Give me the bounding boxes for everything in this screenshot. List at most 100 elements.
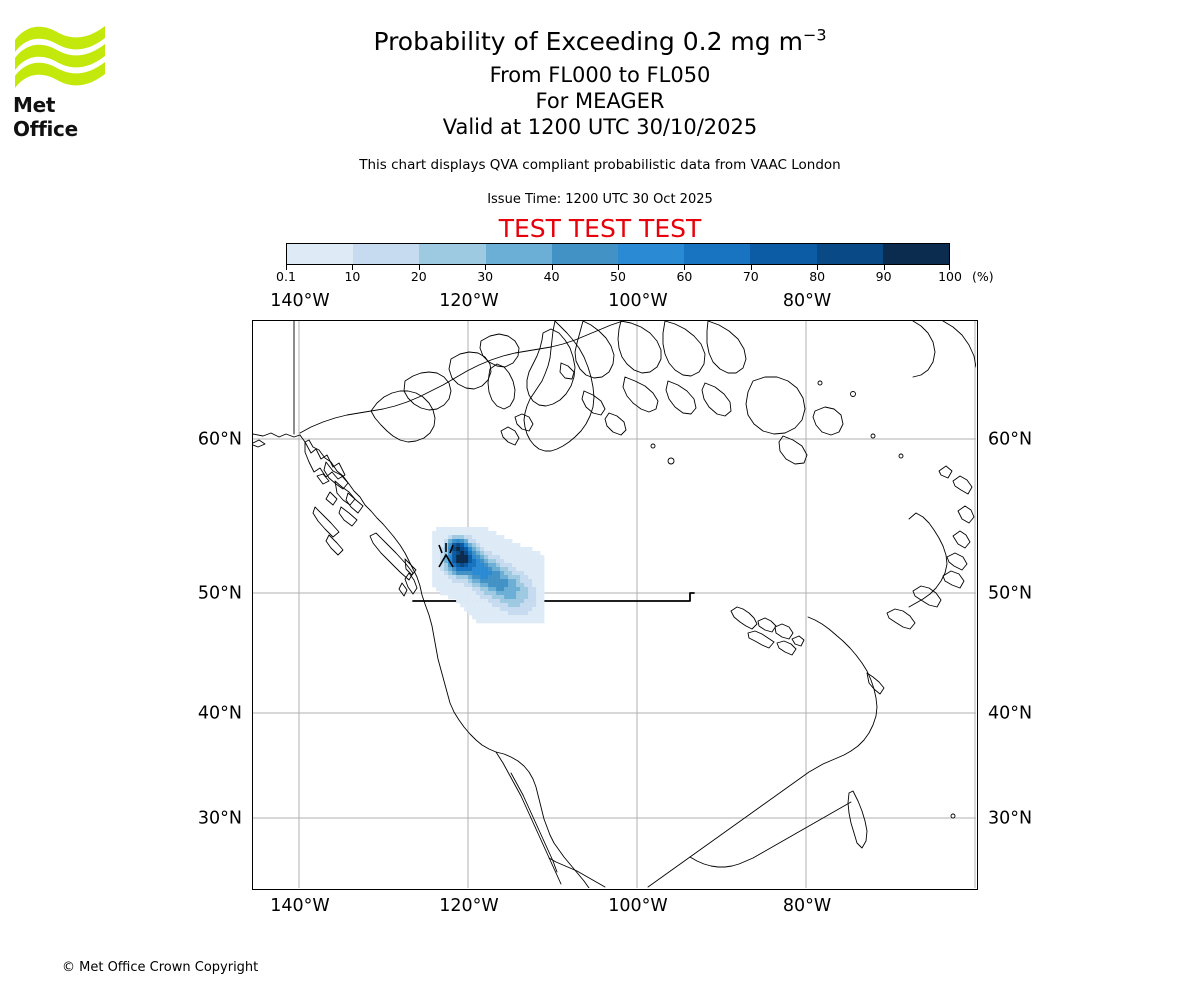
- valid-time-subtitle: Valid at 1200 UTC 30/10/2025: [442, 115, 758, 139]
- plume-cell: [460, 579, 465, 584]
- plume-cell: [448, 595, 453, 600]
- plume-cell: [524, 555, 529, 560]
- plume-cell: [480, 595, 485, 600]
- plume-cell: [452, 575, 457, 580]
- plume-cell: [464, 531, 469, 536]
- issue-time-text: Issue Time: 1200 UTC 30 Oct 2025: [487, 192, 713, 207]
- plume-cell: [452, 559, 457, 564]
- plume-cell: [480, 599, 485, 604]
- plume-cell: [496, 607, 501, 612]
- plume-cell: [500, 575, 505, 580]
- colorbar-tick-label-50: 50: [610, 269, 626, 284]
- plume-cell: [488, 583, 493, 588]
- lat-label-right-50N: 50°N: [988, 583, 1033, 604]
- colorbar-tick-label-80: 80: [809, 269, 826, 284]
- plume-cell: [516, 543, 521, 548]
- plume-cell: [452, 535, 457, 540]
- plume-cell: [492, 611, 497, 616]
- plume-cell: [540, 603, 545, 608]
- plume-cell: [472, 579, 477, 584]
- plume-cell: [440, 555, 445, 560]
- plume-cell: [488, 603, 493, 608]
- map-plot-area[interactable]: [252, 320, 978, 890]
- plume-cell: [520, 583, 525, 588]
- plume-cell: [452, 547, 457, 552]
- plume-cell: [508, 611, 513, 616]
- plume-cell: [468, 539, 473, 544]
- probability-colorbar: 0.1 10 20 30 40 50 60 70 80 90 100: [276, 243, 962, 284]
- plume-cell: [524, 603, 529, 608]
- plume-cell: [488, 539, 493, 544]
- plume-cell: [456, 583, 461, 588]
- plume-cell: [432, 555, 437, 560]
- plume-cell: [500, 543, 505, 548]
- plume-cell: [496, 619, 501, 624]
- plume-cell: [520, 587, 525, 592]
- plume-cell: [504, 539, 509, 544]
- plume-cell: [440, 583, 445, 588]
- plume-cell: [444, 579, 449, 584]
- plume-cell: [500, 539, 505, 544]
- plume-cell: [536, 611, 541, 616]
- plume-cell: [448, 547, 453, 552]
- plume-cell: [508, 579, 513, 584]
- plume-cell: [460, 531, 465, 536]
- plume-cell: [448, 587, 453, 592]
- colorbar-tick-labels: 0.1 10 20 30 40 50 60 70 80 90 100: [276, 269, 962, 285]
- plume-cell: [460, 527, 465, 532]
- plume-cell: [492, 579, 497, 584]
- plume-cell: [500, 559, 505, 564]
- plume-cell: [464, 535, 469, 540]
- plume-cell: [448, 579, 453, 584]
- plume-cell: [480, 563, 485, 568]
- plume-cell: [536, 563, 541, 568]
- plume-cell: [524, 563, 529, 568]
- plume-cell: [464, 587, 469, 592]
- plume-cell: [528, 611, 533, 616]
- plume-cell: [504, 563, 509, 568]
- plume-cell: [488, 587, 493, 592]
- plume-cell: [532, 603, 537, 608]
- plume-cell: [504, 603, 509, 608]
- plume-cell: [488, 555, 493, 560]
- plume-cell: [480, 583, 485, 588]
- plume-cell: [504, 571, 509, 576]
- colorbar-tick-label-40: 40: [543, 269, 560, 284]
- plume-cell: [460, 591, 465, 596]
- plume-cell: [488, 599, 493, 604]
- plume-cell: [488, 567, 493, 572]
- plume-cell: [468, 547, 473, 552]
- plume-cell: [432, 543, 437, 548]
- plume-cell: [516, 559, 521, 564]
- plume-cell: [520, 567, 525, 572]
- plume-cell: [460, 571, 465, 576]
- plume-cell: [456, 547, 461, 552]
- plume-cell: [492, 599, 497, 604]
- plume-cell: [484, 527, 489, 532]
- plume-cell: [464, 595, 469, 600]
- plume-cell: [492, 595, 497, 600]
- colorbar-tick-label-0.1: 0.1: [276, 269, 296, 284]
- plume-cell: [516, 603, 521, 608]
- plume-cell: [460, 539, 465, 544]
- plume-cell: [500, 555, 505, 560]
- plume-cell: [532, 607, 537, 612]
- plume-cell: [484, 595, 489, 600]
- plume-cell: [488, 543, 493, 548]
- plume-cell: [516, 547, 521, 552]
- plume-cell: [476, 543, 481, 548]
- plume-cell: [488, 531, 493, 536]
- plume-cell: [484, 563, 489, 568]
- plume-cell: [504, 579, 509, 584]
- plume-cell: [472, 547, 477, 552]
- plume-cell: [516, 555, 521, 560]
- ash-probability-plume: [432, 527, 545, 624]
- plume-cell: [536, 575, 541, 580]
- plume-cell: [432, 563, 437, 568]
- plume-cell: [520, 591, 525, 596]
- plume-cell: [476, 547, 481, 552]
- colorbar-band-1: [353, 244, 420, 264]
- plume-cell: [432, 535, 437, 540]
- plume-cell: [452, 555, 457, 560]
- plume-cell: [500, 599, 505, 604]
